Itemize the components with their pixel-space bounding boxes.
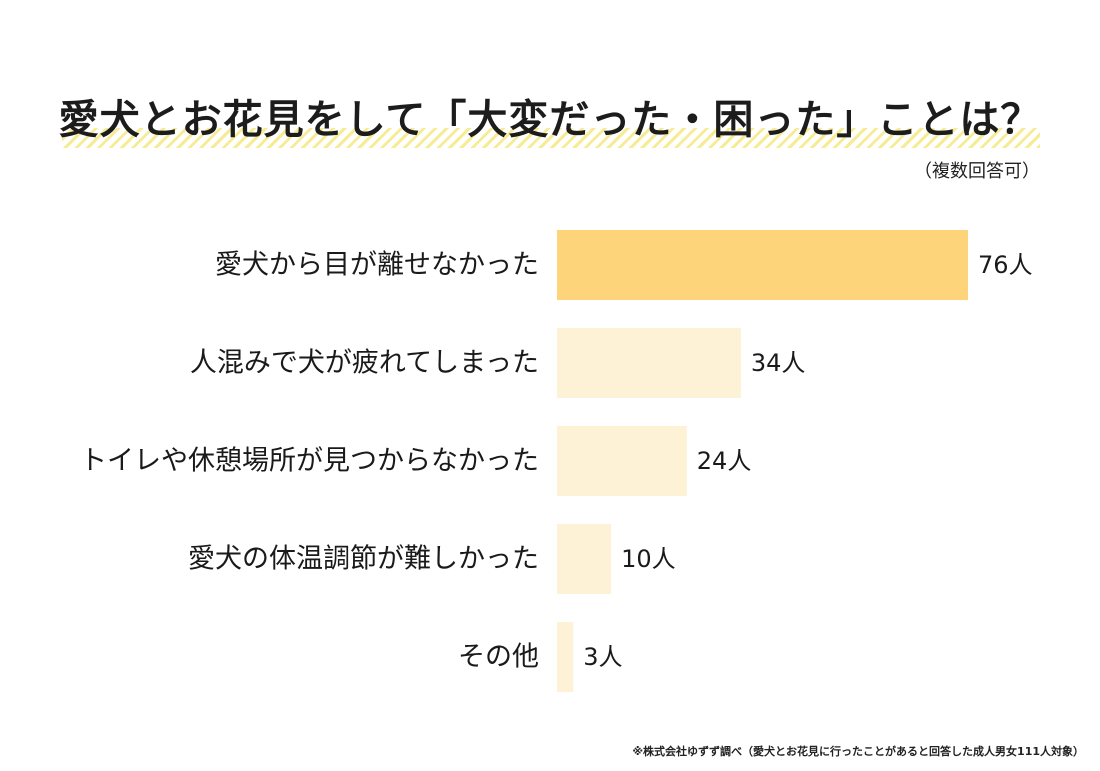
category-label-2: トイレや休憩場所が見つからなかった — [80, 446, 539, 477]
bar-4 — [557, 622, 574, 692]
value-label-0: 76人 — [978, 251, 1033, 279]
title-area: 愛犬とお花見をして「大変だった・困った」ことは？ — [0, 88, 1100, 168]
source-footnote: ※株式会社ゆずず調べ（愛犬とお花見に行ったことがあると回答した成人男女111人対… — [632, 745, 1084, 758]
chart-subtitle: （複数回答可） — [914, 161, 1040, 182]
category-label-0: 愛犬から目が離せなかった — [215, 250, 539, 281]
title-highlight-stripe — [62, 128, 1040, 148]
category-label-4: その他 — [458, 642, 539, 673]
value-label-4: 3人 — [583, 643, 622, 671]
category-label-1: 人混みで犬が疲れてしまった — [190, 348, 539, 379]
bar-1 — [557, 328, 741, 398]
value-label-1: 34人 — [751, 349, 806, 377]
bar-0 — [557, 230, 968, 300]
value-label-3: 10人 — [621, 545, 676, 573]
bar-2 — [557, 426, 687, 496]
value-label-2: 24人 — [697, 447, 752, 475]
bar-3 — [557, 524, 612, 594]
chart-title: 愛犬とお花見をして「大変だった・困った」ことは？ — [58, 97, 1042, 143]
category-label-3: 愛犬の体温調節が難しかった — [188, 544, 539, 575]
